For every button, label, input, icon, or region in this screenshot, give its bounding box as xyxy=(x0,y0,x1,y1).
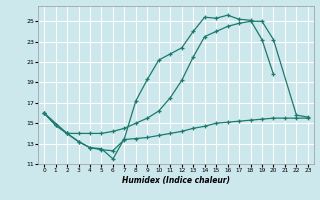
X-axis label: Humidex (Indice chaleur): Humidex (Indice chaleur) xyxy=(122,176,230,185)
